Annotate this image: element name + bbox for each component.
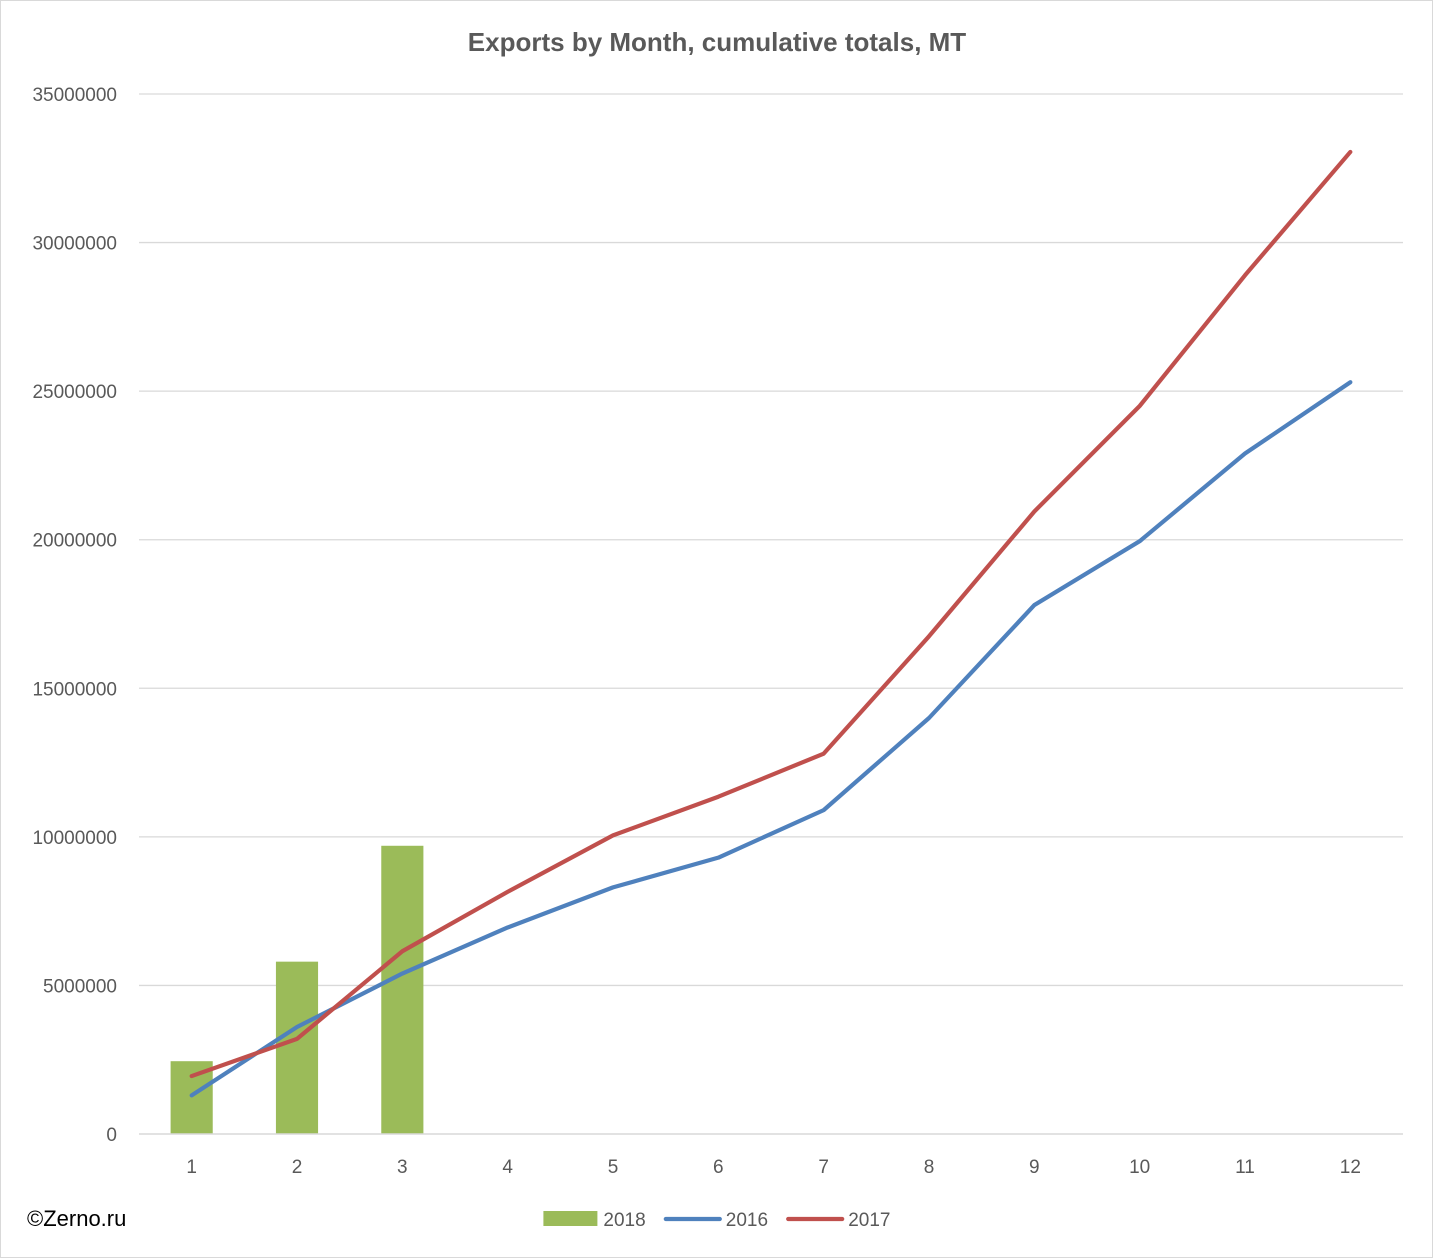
y-axis-tick-labels: 0 5000000 10000000 15000000 20000000 25000000… (32, 85, 117, 1146)
legend-label-2018: 2018 (603, 1210, 645, 1231)
x-tick-label: 1 (186, 1157, 197, 1178)
y-tick-label: 30000000 (32, 234, 117, 255)
x-tick-label: 7 (818, 1157, 829, 1178)
bar-2018-3 (381, 845, 424, 1134)
y-tick-label: 25000000 (32, 382, 117, 403)
x-tick-label: 2 (292, 1157, 303, 1178)
bar-2018-2 (275, 961, 319, 1134)
y-tick-label: 0 (106, 1125, 117, 1146)
gridlines (139, 93, 1403, 987)
bars-2018 (170, 845, 424, 1134)
x-tick-label: 12 (1340, 1157, 1361, 1178)
x-tick-label: 3 (397, 1157, 408, 1178)
legend-label-2017: 2017 (848, 1210, 890, 1231)
x-axis-tick-labels: 1 2 3 4 5 6 7 8 9 10 11 12 (186, 1157, 1361, 1178)
x-tick-label: 4 (502, 1157, 513, 1178)
legend-swatch-2018 (543, 1211, 598, 1226)
x-tick-label: 5 (608, 1157, 619, 1178)
bar-2018-1 (170, 1061, 213, 1134)
y-tick-label: 15000000 (32, 679, 117, 700)
y-tick-label: 35000000 (32, 85, 117, 106)
line-2017 (189, 149, 1353, 1079)
x-tick-label: 8 (924, 1157, 935, 1178)
legend-label-2016: 2016 (726, 1210, 768, 1231)
legend: 2018 2016 2017 (543, 1210, 890, 1231)
x-tick-label: 6 (713, 1157, 724, 1178)
y-tick-label: 10000000 (32, 828, 117, 849)
x-tick-label: 10 (1129, 1157, 1150, 1178)
lines (189, 149, 1353, 1098)
y-tick-label: 5000000 (43, 976, 117, 997)
copyright-text: ©Zerno.ru (27, 1206, 127, 1231)
y-tick-label: 20000000 (32, 531, 117, 552)
x-tick-label: 11 (1235, 1157, 1255, 1178)
chart-title: Exports by Month, cumulative totals, MT (468, 27, 966, 57)
x-tick-label: 9 (1029, 1157, 1040, 1178)
line-2016 (189, 380, 1353, 1098)
